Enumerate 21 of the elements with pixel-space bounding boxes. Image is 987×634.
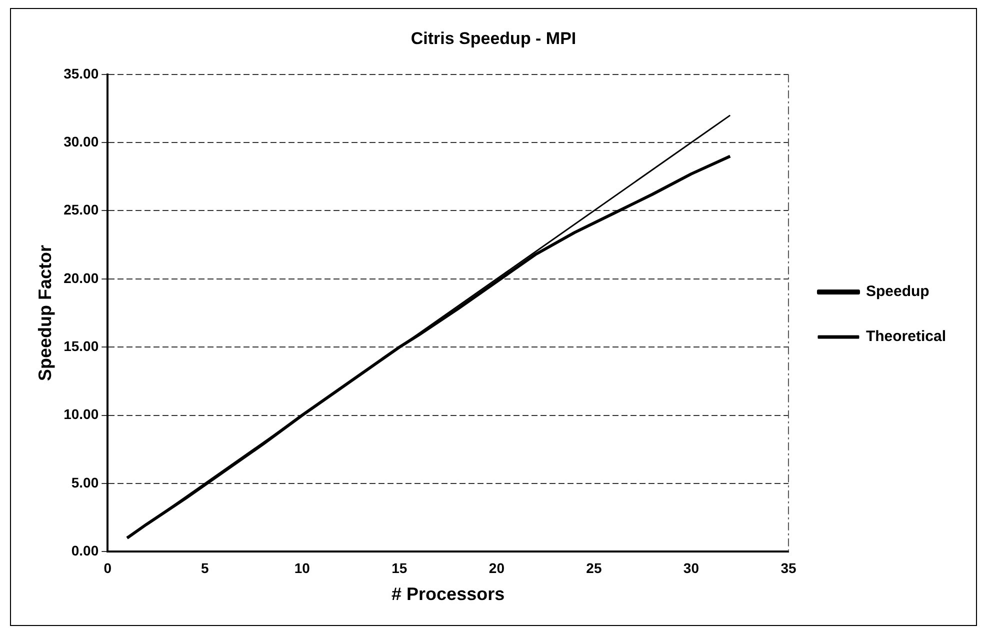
- legend-label: Theoretical: [866, 328, 946, 346]
- x-tick-label: 15: [392, 560, 408, 576]
- y-tick-label: 20.00: [64, 270, 99, 286]
- chart-title: Citris Speedup - MPI: [410, 28, 576, 48]
- y-tick-label: 10.00: [64, 406, 99, 422]
- x-axis-title: # Processors: [392, 584, 505, 604]
- x-tick-label: 30: [683, 560, 700, 576]
- x-tick-label: 10: [294, 560, 310, 576]
- y-tick-label: 25.00: [64, 202, 99, 218]
- y-tick-label: 35.00: [64, 65, 99, 82]
- y-tick-label: 30.00: [64, 133, 99, 150]
- y-tick-label: 15.00: [64, 338, 99, 354]
- x-tick-label: 5: [201, 560, 209, 576]
- x-tick-label: 35: [780, 560, 796, 576]
- x-tick-label: 20: [488, 560, 505, 576]
- x-tick-label: 0: [104, 560, 112, 576]
- y-tick-label: 5.00: [71, 474, 99, 490]
- legend-label: Speedup: [866, 283, 930, 300]
- y-axis-title: Speedup Factor: [34, 244, 55, 382]
- y-tick-label: 0.00: [71, 542, 99, 558]
- x-tick-label: 25: [586, 560, 602, 576]
